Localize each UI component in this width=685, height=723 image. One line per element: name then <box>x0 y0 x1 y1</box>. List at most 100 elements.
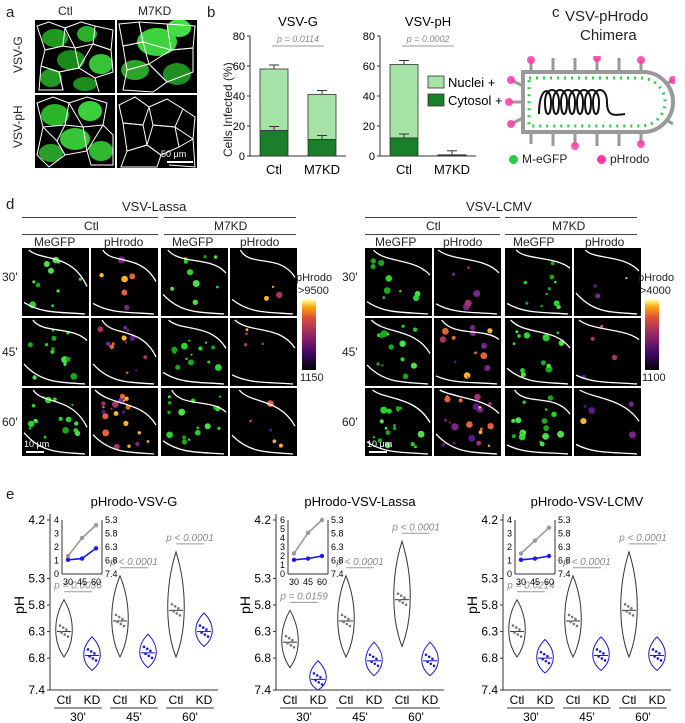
puncta <box>380 406 388 414</box>
panel-a-letter: a <box>6 4 15 21</box>
puncta <box>523 280 528 285</box>
violin-ylabel-1: pH <box>237 596 253 614</box>
puncta <box>123 325 128 330</box>
puncta <box>112 400 119 408</box>
bar-xtick-label-0-0: Ctl <box>266 162 282 177</box>
puncta <box>558 340 565 346</box>
puncta <box>399 340 406 347</box>
inset-point-kd-2 <box>518 557 524 563</box>
puncta <box>473 290 481 297</box>
d1-t30: 30' <box>2 270 18 284</box>
violin-title-0: pHrodo-VSV-G <box>91 494 178 509</box>
bar-cytosol-1-0 <box>389 137 419 157</box>
cell-outline <box>366 389 431 455</box>
puncta <box>474 351 477 355</box>
violin-point-2-1 <box>547 661 551 665</box>
violin-point-2-5 <box>658 652 661 655</box>
violin-point-2-1 <box>542 652 546 656</box>
inset-ytick-right-2: 6.3 <box>558 542 571 552</box>
violin-ytick-label-0: 4.2 <box>28 513 45 527</box>
puncta <box>588 407 596 414</box>
puncta <box>102 429 110 437</box>
puncta <box>401 324 405 328</box>
puncta <box>519 429 527 437</box>
puncta <box>123 399 126 402</box>
violin-xtick-0-3: KD <box>140 693 157 707</box>
puncta <box>477 406 484 413</box>
puncta <box>546 363 551 368</box>
puncta <box>110 407 113 410</box>
puncta <box>125 371 129 375</box>
violin-point-1-4 <box>401 601 405 604</box>
puncta <box>470 324 476 331</box>
violin-point-1-1 <box>314 679 317 682</box>
violin-point-0-5 <box>198 624 202 627</box>
violin-xtick-0-2: Ctl <box>113 693 128 707</box>
violin-point-2-3 <box>595 648 599 651</box>
puncta <box>249 419 252 423</box>
cell-outline <box>231 389 296 455</box>
violin-shape-0-3 <box>139 633 157 669</box>
violin-point-0-2 <box>116 620 119 624</box>
puncta <box>580 418 587 425</box>
inset-ytick-right-0: 5.3 <box>105 515 118 525</box>
puncta <box>28 427 32 430</box>
violin-point-0-5 <box>206 635 210 638</box>
puncta <box>175 364 181 370</box>
micrograph-vsvg-ctl <box>35 20 115 93</box>
violin-point-0-1 <box>93 652 96 655</box>
d1-ctl: Ctl <box>84 219 99 233</box>
puncta <box>121 275 128 283</box>
puncta <box>192 280 200 287</box>
violin-point-2-3 <box>598 650 602 653</box>
violin-point-1-4 <box>404 603 408 606</box>
puncta <box>185 357 188 360</box>
puncta <box>121 289 128 296</box>
violin-xtick-1-5: KD <box>422 693 439 707</box>
bar-xtick-label-1-1: M7KD <box>434 162 470 177</box>
micrograph-lcmv-c3-r0 <box>574 248 641 316</box>
cell-outline <box>366 249 431 315</box>
violin-point-1-2 <box>348 624 352 628</box>
violin-title-2: pHrodo-VSV-LCMV <box>531 494 644 509</box>
d1-phrodo-1: pHrodo <box>104 235 144 249</box>
inset-point-kd-2 <box>532 556 538 561</box>
violin-xtick-1-3: KD <box>366 693 383 707</box>
puncta <box>444 418 447 422</box>
d1-phrodo-2: pHrodo <box>240 235 280 249</box>
puncta <box>101 401 106 406</box>
inset-ytick-left-2: 4 <box>507 515 512 525</box>
puncta <box>32 280 36 284</box>
violin-point-2-3 <box>603 659 607 662</box>
violin-point-0-1 <box>89 650 93 653</box>
violin-point-2-4 <box>625 610 628 613</box>
inset-ytick-right-1: 6.8 <box>331 556 344 566</box>
violin-ytick-label-0: 6.3 <box>28 625 45 639</box>
violin-point-2-5 <box>659 659 663 662</box>
puncta <box>192 299 198 305</box>
puncta <box>413 327 418 332</box>
puncta <box>35 282 41 288</box>
inset-ytick-right-2: 6.8 <box>558 556 571 566</box>
violin-point-1-1 <box>312 672 316 675</box>
puncta <box>272 439 277 444</box>
violin-xtick-2-2: Ctl <box>566 693 581 707</box>
cell-outline <box>435 319 500 385</box>
puncta <box>511 434 516 439</box>
puncta <box>261 342 265 345</box>
puncta <box>243 343 248 347</box>
violin-title-1: pHrodo-VSV-Lassa <box>304 494 416 509</box>
puncta <box>63 362 67 366</box>
puncta <box>549 274 555 280</box>
bar-nuclei-0-1 <box>307 94 337 140</box>
inset-point-ctl-0 <box>79 535 85 541</box>
violin-point-0-2 <box>114 613 118 617</box>
group2-title: VSV-LCMV <box>466 199 532 214</box>
violin-point-0-3 <box>150 656 154 660</box>
puncta <box>113 443 120 450</box>
scale-label-d0: 10 μm <box>24 439 50 449</box>
inset-ytick-left-0: 2 <box>54 542 59 552</box>
puncta <box>543 425 550 431</box>
puncta <box>44 343 49 347</box>
inset-ytick-right-1: 5.3 <box>331 515 344 525</box>
